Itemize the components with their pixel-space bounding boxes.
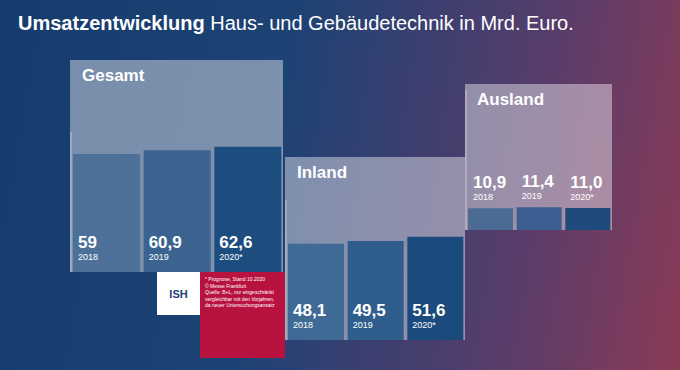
svg-text:11,4: 11,4	[522, 172, 555, 191]
svg-text:2018: 2018	[473, 192, 493, 202]
svg-text:2020*: 2020*	[570, 192, 594, 202]
html-text:Ausland: Ausland	[477, 90, 545, 109]
svg-text:2019: 2019	[353, 320, 373, 330]
svg-text:62,6: 62,6	[219, 233, 252, 252]
svg-text:11,0: 11,0	[570, 173, 602, 192]
html-text:da neuer Untersuchungsansatz: da neuer Untersuchungsansatz	[205, 302, 275, 308]
svg-text:2020*: 2020*	[219, 252, 243, 262]
svg-text:48,1: 48,1	[293, 301, 326, 320]
html-text:* Prognose, Stand 10.2020: * Prognose, Stand 10.2020	[205, 276, 265, 282]
html-text:Inland: Inland	[297, 163, 348, 182]
svg-text:2018: 2018	[293, 320, 313, 330]
svg-text:2019: 2019	[149, 252, 169, 262]
svg-text:60,9: 60,9	[149, 233, 182, 252]
html-text:© Messe Frankfurt: © Messe Frankfurt	[205, 282, 247, 289]
svg-text:2020*: 2020*	[412, 320, 436, 330]
svg-text:59: 59	[78, 233, 97, 252]
svg-text:10,9: 10,9	[473, 173, 506, 192]
html-text:Gesamt: Gesamt	[82, 66, 145, 85]
svg-text:2018: 2018	[78, 252, 98, 262]
html-text:vergleichbar mit den Vorjahren: vergleichbar mit den Vorjahren,	[205, 295, 275, 302]
svg-text:51,6: 51,6	[412, 301, 445, 320]
html-text:Quelle: B+L, nur eingeschränkt: Quelle: B+L, nur eingeschränkt	[205, 289, 274, 295]
svg-text:49,5: 49,5	[353, 301, 386, 320]
html-text:ISH: ISH	[169, 287, 188, 300]
svg-text:2019: 2019	[522, 191, 542, 201]
html-text:Umsatzentwicklung Haus- und Ge: Umsatzentwicklung Haus- und Gebäudetechn…	[18, 12, 574, 34]
